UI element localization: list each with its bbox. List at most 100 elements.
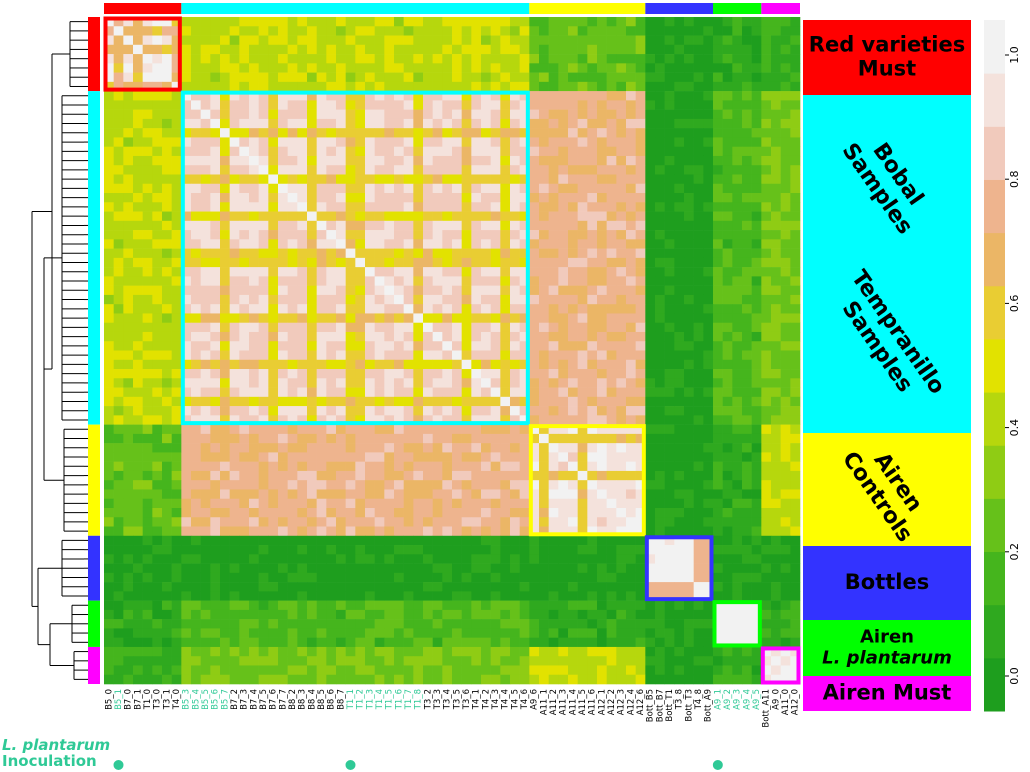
heatmap-cell xyxy=(316,406,327,416)
heatmap-cell xyxy=(568,54,578,64)
heatmap-cell xyxy=(181,248,192,259)
heatmap-cell xyxy=(587,211,598,222)
heatmap-cell xyxy=(336,415,346,425)
heatmap-cell xyxy=(664,17,675,27)
heatmap-cell xyxy=(432,554,443,564)
heatmap-cell xyxy=(732,507,743,518)
heatmap-cell xyxy=(432,239,443,249)
heatmap-cell xyxy=(674,183,685,194)
heatmap-cell xyxy=(200,600,211,611)
heatmap-cell xyxy=(790,406,801,416)
heatmap-cell xyxy=(278,211,288,222)
heatmap-cell xyxy=(684,109,694,120)
heatmap-cell xyxy=(249,211,259,222)
heatmap-cell xyxy=(519,341,530,351)
heatmap-cell xyxy=(384,137,395,147)
heatmap-cell xyxy=(142,507,153,518)
heatmap-cell xyxy=(123,600,134,611)
heatmap-cell xyxy=(713,26,723,36)
heatmap-cell xyxy=(123,350,134,361)
heatmap-cell xyxy=(384,248,395,259)
heatmap-cell xyxy=(780,415,791,425)
heatmap-cell xyxy=(113,248,124,259)
heatmap-cell xyxy=(510,220,520,231)
heatmap-cell xyxy=(152,443,163,453)
heatmap-cell xyxy=(336,461,346,472)
heatmap-cell xyxy=(790,526,801,537)
heatmap-cell xyxy=(597,304,607,314)
heatmap-cell xyxy=(606,582,617,592)
heatmap-cell xyxy=(548,331,559,342)
heatmap-cell xyxy=(645,563,656,574)
heatmap-cell xyxy=(664,331,675,342)
heatmap-cell xyxy=(684,628,694,638)
heatmap-cell xyxy=(287,572,298,583)
heatmap-cell xyxy=(191,137,201,147)
heatmap-cell xyxy=(713,211,723,222)
heatmap-cell xyxy=(481,44,491,55)
heatmap-cell xyxy=(249,387,259,398)
heatmap-cell xyxy=(345,406,356,416)
heatmap-cell xyxy=(722,396,733,407)
heatmap-cell xyxy=(123,489,134,500)
heatmap-cell xyxy=(548,415,559,425)
heatmap-cell xyxy=(336,109,346,120)
heatmap-cell xyxy=(606,489,617,500)
heatmap-cell xyxy=(210,72,221,83)
heatmap-cell xyxy=(365,165,375,175)
heatmap-cell xyxy=(558,582,569,592)
heatmap-cell xyxy=(278,17,288,27)
heatmap-cell xyxy=(181,183,192,194)
heatmap-cell xyxy=(626,165,636,175)
heatmap-cell xyxy=(229,359,240,370)
heatmap-cell xyxy=(500,535,511,546)
heatmap-cell xyxy=(355,526,366,537)
heatmap-cell xyxy=(297,406,308,416)
heatmap-cell xyxy=(162,600,172,611)
heatmap-cell xyxy=(171,406,182,416)
heatmap-cell xyxy=(403,211,414,222)
heatmap-cell xyxy=(539,619,549,629)
heatmap-cell xyxy=(133,628,143,638)
heatmap-cell xyxy=(558,128,569,138)
heatmap-cell xyxy=(442,63,453,73)
heatmap-cell xyxy=(577,591,588,601)
heatmap-cell xyxy=(220,619,230,629)
heatmap-cell xyxy=(461,591,472,601)
heatmap-cell xyxy=(529,202,540,212)
heatmap-cell xyxy=(645,248,656,259)
heatmap-cell xyxy=(616,257,627,268)
heatmap-cell xyxy=(674,433,685,444)
heatmap-cell xyxy=(123,369,134,379)
heatmap-cell xyxy=(432,535,443,546)
heatmap-cell xyxy=(519,424,530,435)
heatmap-cell xyxy=(432,81,443,92)
heatmap-cell xyxy=(703,322,714,333)
heatmap-cell xyxy=(133,480,143,490)
heatmap-cell xyxy=(568,331,578,342)
heatmap-cell xyxy=(191,545,201,555)
heatmap-cell xyxy=(790,517,801,527)
heatmap-cell xyxy=(394,489,404,500)
heatmap-cell xyxy=(326,600,337,611)
heatmap-cell xyxy=(790,396,801,407)
heatmap-cell xyxy=(693,91,704,101)
heatmap-cell xyxy=(162,183,172,194)
heatmap-cell xyxy=(326,100,337,110)
heatmap-cell xyxy=(684,72,694,83)
heatmap-cell xyxy=(761,26,772,36)
heatmap-cell xyxy=(355,137,366,147)
heatmap-cell xyxy=(394,202,404,212)
heatmap-cell xyxy=(326,54,337,64)
heatmap-cell xyxy=(326,257,337,268)
heatmap-cell xyxy=(490,489,501,500)
heatmap-cell xyxy=(123,341,134,351)
heatmap-cell xyxy=(355,35,366,46)
heatmap-cell xyxy=(664,498,675,509)
heatmap-cell xyxy=(790,582,801,592)
heatmap-cell xyxy=(113,128,124,138)
heatmap-cell xyxy=(722,109,733,120)
heatmap-cell xyxy=(558,554,569,564)
heatmap-cell xyxy=(229,489,240,500)
heatmap-cell xyxy=(771,609,781,620)
